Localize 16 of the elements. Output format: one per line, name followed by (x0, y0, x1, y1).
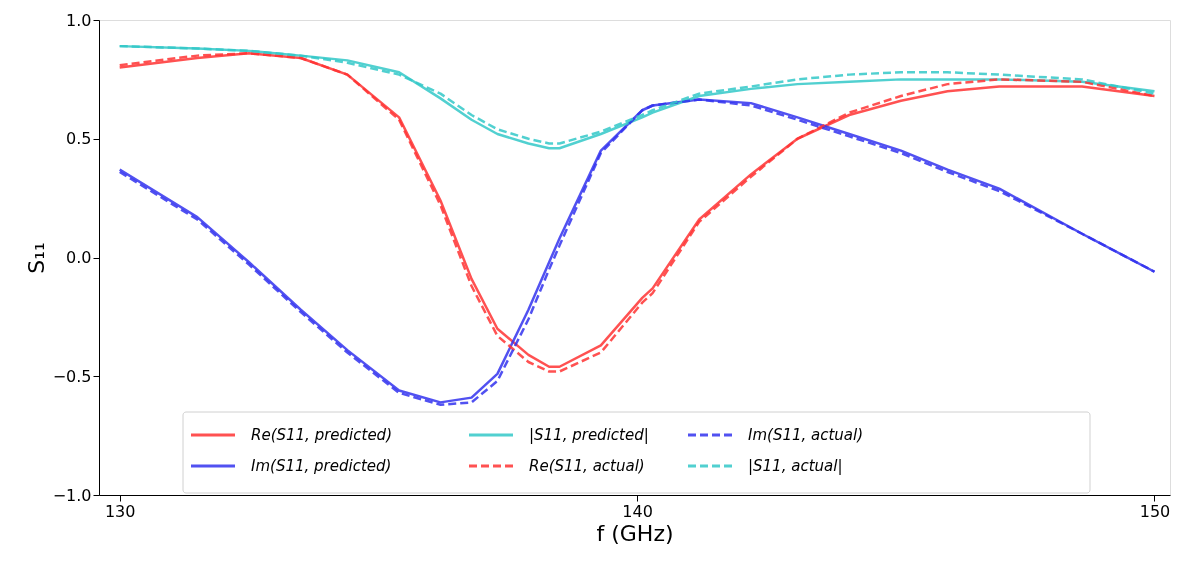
x-axis-title: f (GHz) (596, 520, 674, 546)
legend-label: Re(S11, predicted) (251, 426, 392, 444)
legend-label: Re(S11, actual) (529, 457, 645, 475)
x-tick-label: 140 (622, 501, 653, 521)
y-tick-label: −0.5 (52, 366, 92, 386)
y-axis-title: S₁₁ (23, 242, 49, 274)
legend-label: Im(S11, predicted) (251, 457, 392, 475)
legend-label: |S11, actual| (748, 457, 843, 475)
x-tick-label: 150 (1139, 501, 1171, 521)
y-tick-label: 0.0 (66, 248, 92, 267)
legend-label: Im(S11, actual) (748, 426, 864, 444)
x-tick-label: 130 (104, 501, 136, 521)
y-tick-label: −1.0 (52, 485, 92, 505)
legend-label: |S11, predicted| (529, 426, 649, 444)
y-tick-label: 1.0 (66, 10, 92, 30)
y-tick-label: 0.5 (66, 129, 92, 149)
